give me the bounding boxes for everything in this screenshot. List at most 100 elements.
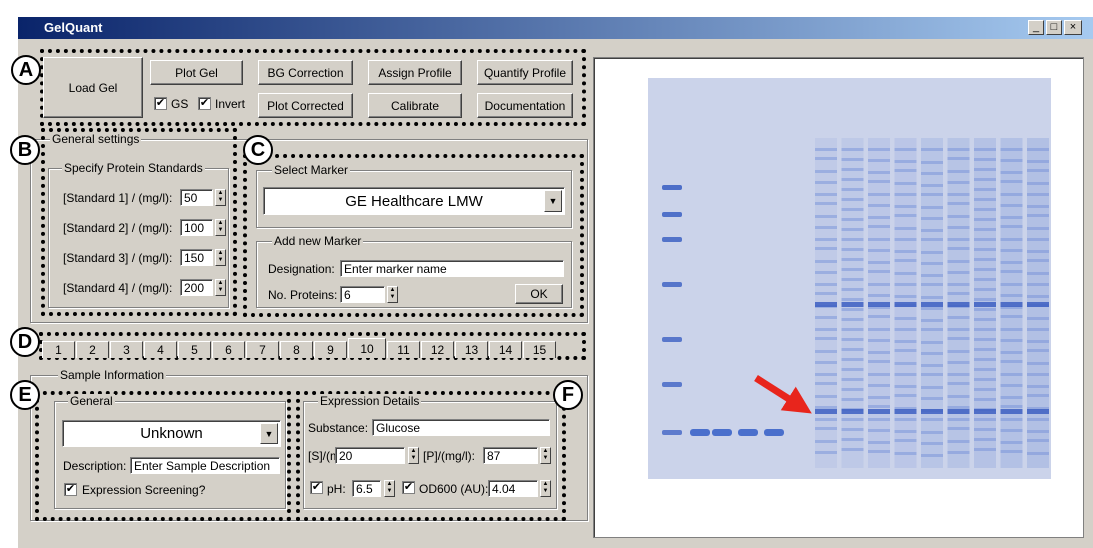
tab[interactable]: 10	[348, 338, 386, 358]
tab[interactable]: 7	[246, 341, 279, 358]
gel-band	[815, 451, 837, 454]
number-input[interactable]: 4.04	[488, 480, 538, 497]
tab[interactable]: 15	[523, 341, 556, 358]
gel-band	[974, 318, 996, 321]
text-input[interactable]: Glucose	[372, 419, 550, 436]
button[interactable]: Calibrate	[368, 93, 462, 118]
tab[interactable]: 6	[212, 341, 245, 358]
tab[interactable]: 4	[144, 341, 177, 358]
gel-band	[1027, 340, 1049, 343]
gel-band	[842, 302, 864, 307]
tab[interactable]: 14	[489, 341, 522, 358]
gel-band	[974, 418, 996, 421]
dropdown-arrow[interactable]: ▼	[260, 423, 278, 444]
gel-band	[921, 161, 943, 164]
button[interactable]: Plot Corrected	[258, 93, 353, 118]
gel-band	[842, 248, 864, 251]
gel-band	[868, 373, 890, 376]
gel-band	[948, 292, 970, 295]
checkbox[interactable]: ✔	[198, 97, 211, 110]
tab[interactable]: 13	[455, 341, 488, 358]
button[interactable]: Assign Profile	[368, 60, 462, 85]
checkbox[interactable]: ✔	[154, 97, 167, 110]
gel-band	[974, 398, 996, 401]
gel-band	[1001, 373, 1023, 376]
gel-band	[948, 260, 970, 263]
gel-band	[868, 450, 890, 453]
dropdown[interactable]: Unknown▼	[62, 420, 281, 447]
gel-band	[868, 148, 890, 151]
label: No. Proteins:	[268, 288, 337, 302]
dropdown-arrow[interactable]: ▼	[544, 190, 562, 212]
gel-band	[1027, 160, 1049, 163]
number-input[interactable]: 87	[483, 447, 538, 464]
gel-band	[974, 178, 996, 181]
number-input[interactable]: 20	[335, 447, 405, 464]
tab[interactable]: 8	[280, 341, 313, 358]
gel-band	[815, 292, 837, 295]
gel-band	[1001, 384, 1023, 387]
label: OD600 (AU):	[419, 482, 488, 496]
gel-band	[921, 302, 943, 307]
gel-band	[815, 440, 837, 443]
gel-band	[868, 396, 890, 399]
spinner[interactable]: ▲▼	[215, 279, 226, 296]
number-input[interactable]: 100	[180, 219, 213, 236]
gel-band	[948, 148, 970, 151]
dropdown[interactable]: GE Healthcare LMW▼	[263, 187, 565, 215]
tab[interactable]: 2	[76, 341, 109, 358]
minimize-button[interactable]: _	[1028, 20, 1044, 35]
gel-band	[1001, 159, 1023, 162]
gel-band	[895, 259, 917, 262]
button[interactable]: Plot Gel	[150, 60, 243, 85]
gel-band	[921, 431, 943, 434]
tab[interactable]: 9	[314, 341, 347, 358]
spinner[interactable]: ▲▼	[215, 219, 226, 236]
gel-band	[948, 395, 970, 398]
tab[interactable]: 11	[387, 341, 420, 358]
gel-band	[868, 315, 890, 318]
gel-band	[842, 388, 864, 391]
spinner[interactable]: ▲▼	[215, 249, 226, 266]
close-button[interactable]: ×	[1064, 20, 1082, 35]
gel-band	[1001, 351, 1023, 354]
tab[interactable]: 5	[178, 341, 211, 358]
gel-band	[948, 373, 970, 376]
checkbox[interactable]: ✔	[402, 481, 415, 494]
tab[interactable]: 12	[421, 341, 454, 358]
text-input[interactable]: Enter Sample Description	[130, 457, 280, 474]
ok-button[interactable]: OK	[515, 284, 563, 304]
tab[interactable]: 3	[110, 341, 143, 358]
number-input[interactable]: 6	[340, 286, 385, 303]
text-input[interactable]: Enter marker name	[340, 260, 564, 277]
spinner[interactable]: ▲▼	[384, 480, 395, 497]
number-input[interactable]: 200	[180, 279, 213, 296]
number-input[interactable]: 50	[180, 189, 213, 206]
checkbox[interactable]: ✔	[64, 483, 77, 496]
spinner[interactable]: ▲▼	[540, 480, 551, 497]
gel-band	[948, 382, 970, 385]
marker-circle: A	[11, 55, 41, 85]
gel-band	[868, 238, 890, 241]
spinner[interactable]: ▲▼	[215, 189, 226, 206]
number-input[interactable]: 6.5	[352, 480, 381, 497]
gel-band	[1001, 148, 1023, 151]
gel-band	[921, 296, 943, 299]
button[interactable]: Documentation	[477, 93, 573, 118]
checkbox[interactable]: ✔	[310, 481, 323, 494]
button[interactable]: Quantify Profile	[477, 60, 573, 85]
tab[interactable]: 1	[42, 341, 75, 358]
gel-band	[815, 226, 837, 229]
spinner[interactable]: ▲▼	[387, 286, 398, 303]
number-input[interactable]: 150	[180, 249, 213, 266]
group-title: Expression Details	[318, 394, 421, 408]
gel-band	[1001, 249, 1023, 252]
spinner[interactable]: ▲▼	[408, 447, 419, 464]
spinner[interactable]: ▲▼	[540, 447, 551, 464]
label: Substance:	[308, 421, 368, 435]
gel-band	[1027, 409, 1049, 414]
button[interactable]: Load Gel	[43, 57, 143, 118]
maximize-button[interactable]: □	[1046, 20, 1062, 35]
button[interactable]: BG Correction	[258, 60, 353, 85]
gel-band	[1027, 302, 1049, 307]
